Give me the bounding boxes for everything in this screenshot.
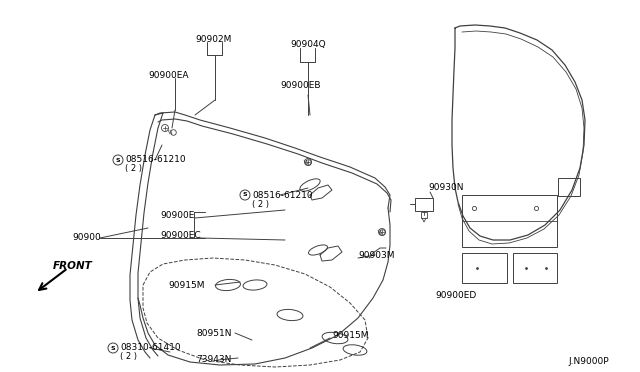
Text: J.N9000P: J.N9000P	[568, 357, 609, 366]
Text: 90900ED: 90900ED	[435, 291, 476, 299]
Bar	[462, 195, 557, 247]
Text: S: S	[116, 157, 120, 163]
Text: 90900EC: 90900EC	[160, 231, 200, 241]
Bar	[415, 198, 433, 211]
Text: 90900E: 90900E	[160, 212, 195, 221]
Bar	[513, 253, 557, 283]
Text: 90902M: 90902M	[195, 35, 232, 44]
Text: FRONT: FRONT	[53, 261, 93, 271]
Text: 90900EB: 90900EB	[280, 81, 321, 90]
Text: S: S	[243, 192, 247, 198]
Text: 90915M: 90915M	[332, 330, 369, 340]
Text: ( 2 ): ( 2 )	[125, 164, 142, 173]
Bar	[462, 253, 507, 283]
Text: 90930N: 90930N	[428, 183, 463, 192]
Text: ( 2 ): ( 2 )	[252, 199, 269, 208]
Text: 08310-61410: 08310-61410	[120, 343, 180, 353]
Text: 08516-61210: 08516-61210	[252, 190, 312, 199]
Text: 80951N: 80951N	[196, 328, 232, 337]
Text: ( 2 ): ( 2 )	[120, 353, 137, 362]
Text: 08516-61210: 08516-61210	[125, 155, 186, 164]
Text: 90915M: 90915M	[168, 280, 205, 289]
Text: 90903M: 90903M	[358, 250, 394, 260]
Bar	[558, 178, 580, 196]
Text: 90904Q: 90904Q	[290, 41, 326, 49]
Text: 73943N: 73943N	[196, 356, 232, 365]
Text: 90900EA: 90900EA	[148, 71, 189, 80]
Text: 90900: 90900	[72, 234, 100, 243]
Text: S: S	[111, 346, 115, 350]
